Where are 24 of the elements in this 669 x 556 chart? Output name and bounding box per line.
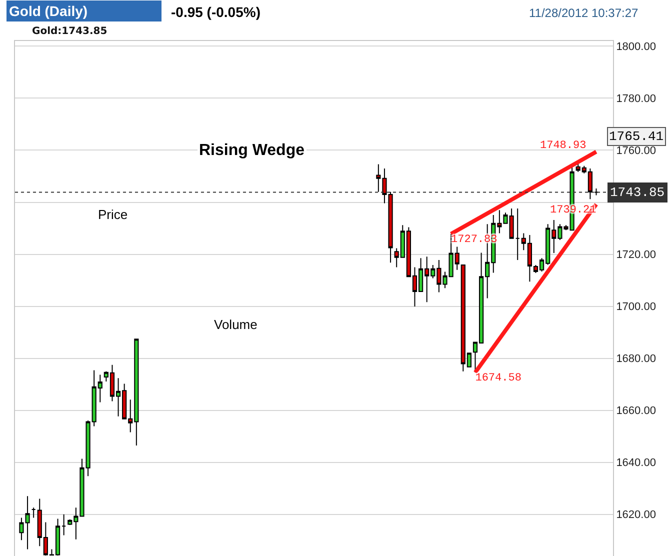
candlestick — [515, 208, 520, 261]
chart-title: Gold (Daily) — [9, 3, 88, 19]
annotation: Rising Wedge — [199, 142, 305, 159]
annotation: Price — [98, 207, 128, 222]
y-tick-label: 1620.00 — [616, 509, 656, 522]
annotation: Volume — [214, 317, 258, 332]
text: Gold:1743.85 — [32, 26, 108, 37]
text: 1765.41 — [609, 129, 664, 144]
y-tick-label: 1800.00 — [616, 41, 656, 54]
y-tick-label: 1780.00 — [616, 93, 656, 106]
y-tick-label: 1680.00 — [616, 353, 656, 366]
data-label: 1674.58 — [475, 372, 522, 385]
y-tick-label: 1660.00 — [616, 405, 656, 418]
chart-subtitle: -0.95 (-0.05%) — [171, 4, 260, 20]
candlestick — [62, 514, 66, 536]
candlestick — [31, 507, 36, 518]
y-tick-label: 1640.00 — [616, 457, 656, 470]
text: 11/28/2012 10:37:27 — [529, 6, 639, 20]
ref-line-label: 1743.85 — [610, 185, 665, 200]
y-tick-label: 1720.00 — [616, 249, 656, 262]
candlestick — [594, 188, 599, 196]
y-tick-label: 1700.00 — [616, 301, 656, 314]
y-tick-label: 1760.00 — [616, 145, 656, 158]
annotation: 1748.93 — [540, 140, 586, 152]
